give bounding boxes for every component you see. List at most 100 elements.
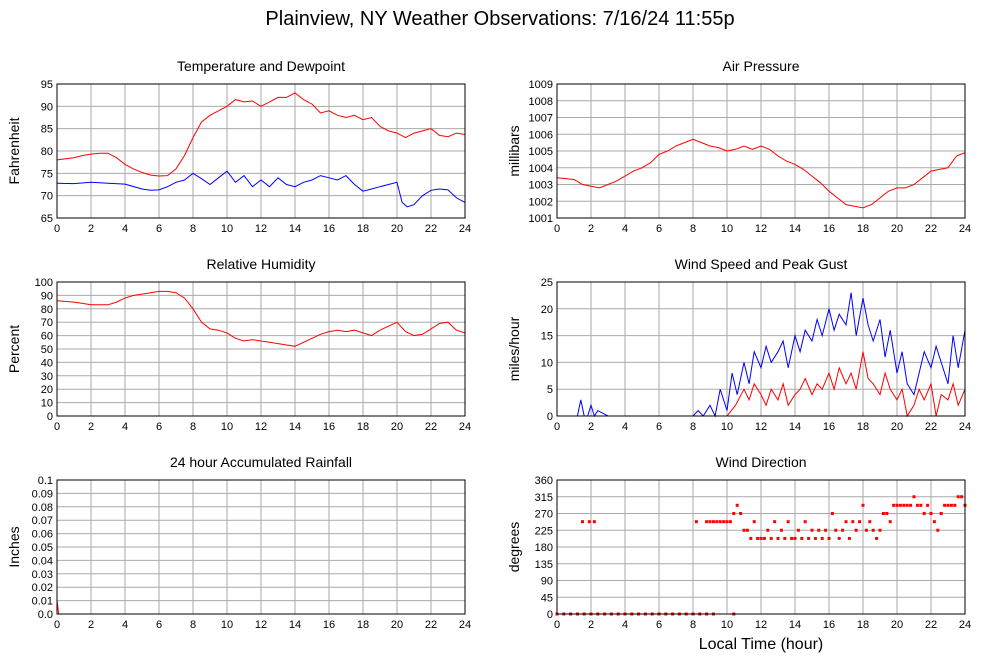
y-tick-label: 45 <box>541 592 553 604</box>
data-point <box>898 503 902 507</box>
data-point <box>762 536 766 540</box>
rainfall-chart: 0 2 4 6 8 10 12 14 16 18 20 22 240.00.010.020.030.04… <box>6 454 471 631</box>
x-tick-label: 6 <box>156 619 162 631</box>
data-point <box>871 528 875 532</box>
x-tick-label: 12 <box>755 223 767 235</box>
y-tick-label: 0.0 <box>38 609 53 621</box>
data-point <box>592 520 596 524</box>
x-tick-label: 22 <box>925 619 937 631</box>
page-title: Plainview, NY Weather Observations: 7/16… <box>265 8 735 30</box>
data-point <box>919 503 923 507</box>
chart-title: Temperature and Dewpoint <box>177 58 345 74</box>
y-tick-label: 1006 <box>529 129 553 141</box>
data-point <box>939 512 943 515</box>
x-tick-label: 22 <box>425 223 437 235</box>
y-tick-label: 0.1 <box>38 475 53 487</box>
data-point <box>847 536 851 540</box>
x-tick-label: 2 <box>588 223 594 235</box>
x-tick-label: 10 <box>221 619 233 631</box>
data-point <box>783 536 787 540</box>
data-point <box>854 528 858 532</box>
series-line-red <box>56 290 466 347</box>
data-point <box>841 528 845 532</box>
data-point <box>728 520 732 524</box>
data-point <box>705 520 709 524</box>
y-tick-label: 225 <box>535 525 553 537</box>
x-tick-label: 6 <box>656 619 662 631</box>
y-tick-label: 0.04 <box>32 555 53 567</box>
x-tick-label: 20 <box>891 619 903 631</box>
y-tick-label: 10 <box>541 357 553 369</box>
x-tick-label: 14 <box>289 223 301 235</box>
x-tick-label: 20 <box>391 421 403 433</box>
data-point <box>773 520 777 524</box>
x-tick-label: 24 <box>959 619 971 631</box>
x-tick-label: 4 <box>622 421 628 433</box>
data-point <box>779 528 783 532</box>
data-point <box>909 503 913 507</box>
x-tick-label: 16 <box>323 421 335 433</box>
x-tick-label: 24 <box>459 421 471 433</box>
y-axis-label: Percent <box>6 325 22 373</box>
data-point <box>861 503 865 507</box>
y-tick-label: 0.09 <box>32 488 53 500</box>
y-tick-label: 1005 <box>529 146 553 158</box>
data-point <box>776 536 780 540</box>
y-tick-label: 100 <box>35 277 53 289</box>
y-tick-label: 1008 <box>529 96 553 108</box>
x-tick-label: 10 <box>221 223 233 235</box>
y-tick-label: 0.03 <box>32 569 53 581</box>
x-tick-label: 8 <box>190 421 196 433</box>
data-point <box>946 503 950 507</box>
y-tick-label: 135 <box>535 559 553 571</box>
x-tick-label: 4 <box>122 223 128 235</box>
data-point <box>725 520 729 524</box>
data-point <box>732 512 736 515</box>
data-point <box>834 528 838 532</box>
x-tick-label: 2 <box>88 421 94 433</box>
data-point <box>810 528 814 532</box>
x-tick-label: 8 <box>690 421 696 433</box>
data-point <box>878 528 882 532</box>
plot-frame <box>56 281 466 417</box>
x-tick-label: 0 <box>54 619 60 631</box>
y-axis-label: Inches <box>6 526 22 567</box>
data-point <box>803 520 807 524</box>
x-tick-label: 8 <box>190 619 196 631</box>
data-point <box>793 536 797 540</box>
data-point <box>915 503 919 507</box>
y-tick-label: 0.08 <box>32 502 53 514</box>
y-tick-label: 25 <box>541 277 553 289</box>
x-tick-label: 6 <box>156 421 162 433</box>
x-tick-label: 18 <box>857 223 869 235</box>
y-tick-label: 70 <box>41 317 53 329</box>
series-line-red <box>556 138 966 209</box>
chart-title: Air Pressure <box>722 58 799 74</box>
plot-frame <box>556 83 966 219</box>
x-tick-label: 8 <box>190 223 196 235</box>
data-point <box>956 495 960 499</box>
x-tick-label: 12 <box>255 223 267 235</box>
x-tick-label: 24 <box>459 619 471 631</box>
y-tick-label: 20 <box>541 304 553 316</box>
y-tick-label: 15 <box>541 331 553 343</box>
x-tick-label: 6 <box>156 223 162 235</box>
data-point <box>922 512 926 515</box>
data-point <box>943 503 947 507</box>
data-point <box>708 520 712 524</box>
x-tick-label: 4 <box>122 421 128 433</box>
y-tick-label: 20 <box>41 384 53 396</box>
data-point <box>895 503 899 507</box>
x-tick-label: 2 <box>588 619 594 631</box>
data-point <box>766 528 770 532</box>
y-tick-label: 70 <box>41 191 53 203</box>
x-tick-label: 18 <box>357 619 369 631</box>
data-point <box>756 536 760 540</box>
data-point <box>745 528 749 532</box>
data-point <box>949 503 953 507</box>
chart-title: Wind Speed and Peak Gust <box>675 256 848 272</box>
chart-title: Wind Direction <box>715 454 806 470</box>
data-point <box>694 520 698 524</box>
y-tick-label: 0.01 <box>32 596 53 608</box>
